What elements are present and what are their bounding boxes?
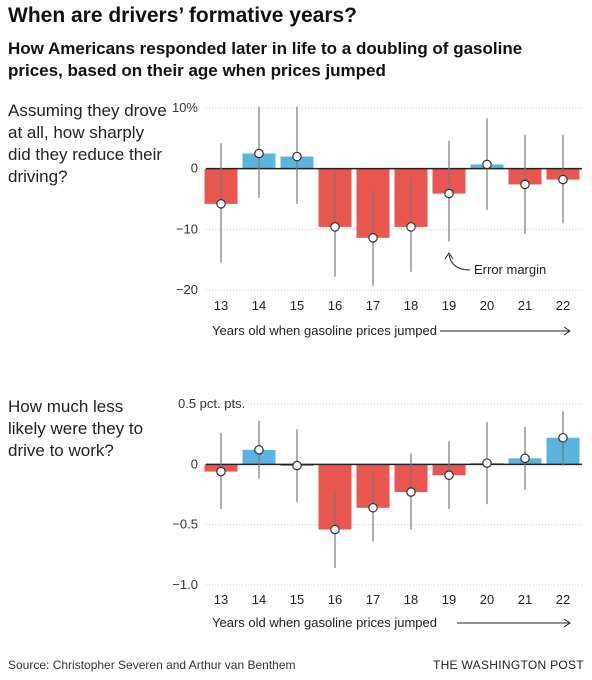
x-tick-label: 19	[442, 298, 456, 313]
chart-title: When are drivers’ formative years?	[8, 4, 357, 27]
point-estimate	[330, 222, 340, 232]
annotation-pointer	[448, 254, 471, 271]
point-estimate	[520, 179, 530, 190]
x-tick-label: 21	[518, 298, 532, 313]
point-estimate	[292, 460, 302, 471]
y-tick-label: −0.5	[172, 517, 198, 532]
y-tick-label: 0	[191, 456, 198, 471]
x-tick-label: 22	[556, 592, 570, 607]
point-estimate	[444, 470, 454, 480]
point-estimate	[482, 458, 492, 468]
point-estimate	[482, 159, 492, 170]
x-tick-label: 16	[328, 298, 342, 313]
annotation-label: Error margin	[474, 262, 546, 277]
point-estimate	[558, 432, 568, 443]
y-tick-label: −10	[176, 221, 198, 236]
x-tick-label: 17	[366, 298, 380, 313]
chart-2: 0.5 pct. pts. 0 −0.5 −1.0 13 14 15 16 17 18 19 20 21…	[172, 396, 582, 630]
source-note: Source: Christopher Severen and Arthur v…	[8, 658, 296, 672]
x-tick-label: 13	[214, 298, 228, 313]
y-tick-label: 0.5 pct. pts.	[178, 396, 245, 411]
x-tick-label: 18	[404, 298, 418, 313]
x-tick-label: 14	[252, 592, 266, 607]
x-tick-label: 21	[518, 592, 532, 607]
point-estimate	[254, 148, 264, 159]
x-tick-label: 15	[290, 592, 304, 607]
x-tick-label: 22	[556, 298, 570, 313]
point-estimate	[254, 445, 264, 455]
point-estimate	[292, 151, 302, 162]
x-tick-label: 20	[480, 298, 494, 313]
x-tick-label: 17	[366, 592, 380, 607]
point-estimate	[558, 174, 568, 185]
point-estimate	[444, 188, 454, 199]
x-tick-label: 18	[404, 592, 418, 607]
x-tick-label: 14	[252, 298, 266, 313]
x-tick-label: 16	[328, 592, 342, 607]
point-estimate	[216, 199, 226, 209]
question-drive-to-work: How much less likely were they to drive …	[8, 397, 144, 460]
x-axis-title: Years old when gasoline prices jumped	[212, 323, 437, 338]
point-estimate	[216, 466, 226, 477]
point-estimate	[406, 222, 416, 232]
y-tick-label: 0	[191, 161, 198, 176]
x-axis-title: Years old when gasoline prices jumped	[212, 615, 437, 630]
chart-1: 10% 0 −10 −20 13 14 15 16 17 18 19 20 21 22 Years old …	[172, 100, 582, 338]
axis-arrow-head	[563, 618, 571, 628]
point-estimate	[330, 524, 340, 535]
x-tick-label: 13	[214, 592, 228, 607]
point-estimate	[520, 453, 530, 464]
publisher-brand: THE WASHINGTON POST	[432, 658, 584, 672]
point-estimate	[368, 502, 378, 513]
x-tick-label: 20	[480, 592, 494, 607]
y-tick-label: −20	[176, 282, 198, 297]
annotation-pointer-head	[444, 252, 454, 260]
y-tick-label: −1.0	[172, 577, 198, 592]
x-tick-label: 19	[442, 592, 456, 607]
chart-subtitle: How Americans responded later in life to…	[8, 39, 523, 80]
y-tick-label: 10%	[172, 100, 198, 115]
point-estimate	[406, 487, 416, 497]
x-tick-label: 15	[290, 298, 304, 313]
point-estimate	[368, 233, 378, 243]
question-driving-reduction: Assuming they drove at all, how sharply …	[8, 101, 167, 186]
axis-arrow-head	[563, 326, 571, 336]
